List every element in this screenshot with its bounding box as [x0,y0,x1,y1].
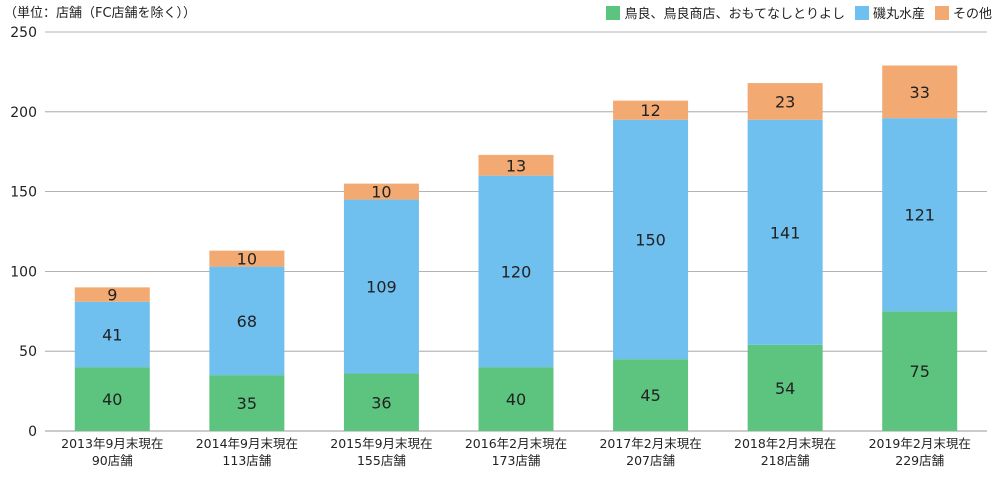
legend-swatch-series-1 [854,5,869,20]
data-label: 12 [640,101,660,120]
bar-segment [747,83,823,120]
data-label: 120 [501,262,532,281]
x-tick-label: 229店舗 [895,453,944,468]
bar-segment [478,175,554,368]
x-tick-label: 218店舗 [761,453,810,468]
x-tick-label: 2019年2月末現在 [869,436,971,451]
x-tick-label: 90店舗 [92,453,133,468]
bar-segment [209,375,285,431]
legend-swatch-series-2 [934,5,949,20]
data-label: 150 [635,230,666,249]
x-tick-label: 2013年9月末現在 [61,436,163,451]
data-label: 9 [107,286,117,305]
x-tick-label: 2017年2月末現在 [599,436,701,451]
data-label: 33 [910,83,930,102]
bar-segment [613,359,689,431]
data-label: 68 [237,312,257,331]
bar-segment [74,301,150,368]
data-label: 35 [237,394,257,413]
bar-segment [74,367,150,431]
data-label: 121 [904,206,935,225]
legend-item-series-1: 磯丸水産 [854,3,925,22]
legend-label-series-2: その他 [952,7,992,22]
legend-label-series-0: 鳥良、鳥良商店、おもてなしとりよし [624,7,845,22]
data-label: 10 [237,250,257,269]
bar-segment [613,119,689,360]
data-label: 13 [506,156,526,175]
x-tick-label: 2014年9月末現在 [196,436,298,451]
bar-segment [343,373,419,431]
data-label: 45 [640,386,660,405]
data-label: 10 [371,183,391,202]
data-label: 41 [102,325,122,344]
unit-label: （単位：店舗（FC店舗を除く）） [4,6,197,21]
data-label: 23 [775,92,795,111]
data-label: 75 [910,362,930,381]
bar-segment [478,154,554,176]
data-label: 40 [506,390,526,409]
y-tick-label: 0 [28,424,37,440]
bar-segment [882,65,958,119]
x-tick-label: 113店舗 [222,453,271,468]
bar-segment [747,344,823,431]
bar-segment [747,119,823,345]
bar-segment [343,199,419,374]
bar-segment [882,118,958,312]
x-tick-label: 2016年2月末現在 [465,436,567,451]
bar-segment [478,367,554,431]
x-tick-label: 2015年9月末現在 [330,436,432,451]
bar-segment [613,100,689,120]
x-tick-label: 2018年2月末現在 [734,436,836,451]
legend-item-series-2: その他 [934,3,992,22]
y-tick-label: 100 [10,264,37,280]
data-label: 54 [775,379,795,398]
bar-segment [74,287,150,302]
y-tick-label: 50 [19,344,37,360]
bar-segment [209,250,285,267]
data-label: 109 [366,278,397,297]
y-tick-label: 150 [10,185,37,201]
legend: 鳥良、鳥良商店、おもてなしとりよし 磯丸水産 その他 [596,3,992,22]
x-tick-label: 155店舗 [357,453,406,468]
y-tick-label: 200 [10,105,37,121]
bar-segment [882,311,958,431]
bar-segment [209,266,285,376]
y-tick-label: 250 [10,25,37,41]
legend-item-series-0: 鳥良、鳥良商店、おもてなしとりよし [606,3,845,22]
data-label: 40 [102,390,122,409]
data-label: 141 [770,223,801,242]
x-tick-label: 173店舗 [492,453,541,468]
bar-segment [343,183,419,200]
legend-swatch-series-0 [606,5,621,20]
data-label: 36 [371,393,391,412]
legend-label-series-1: 磯丸水産 [872,7,925,22]
x-tick-label: 207店舗 [626,453,675,468]
